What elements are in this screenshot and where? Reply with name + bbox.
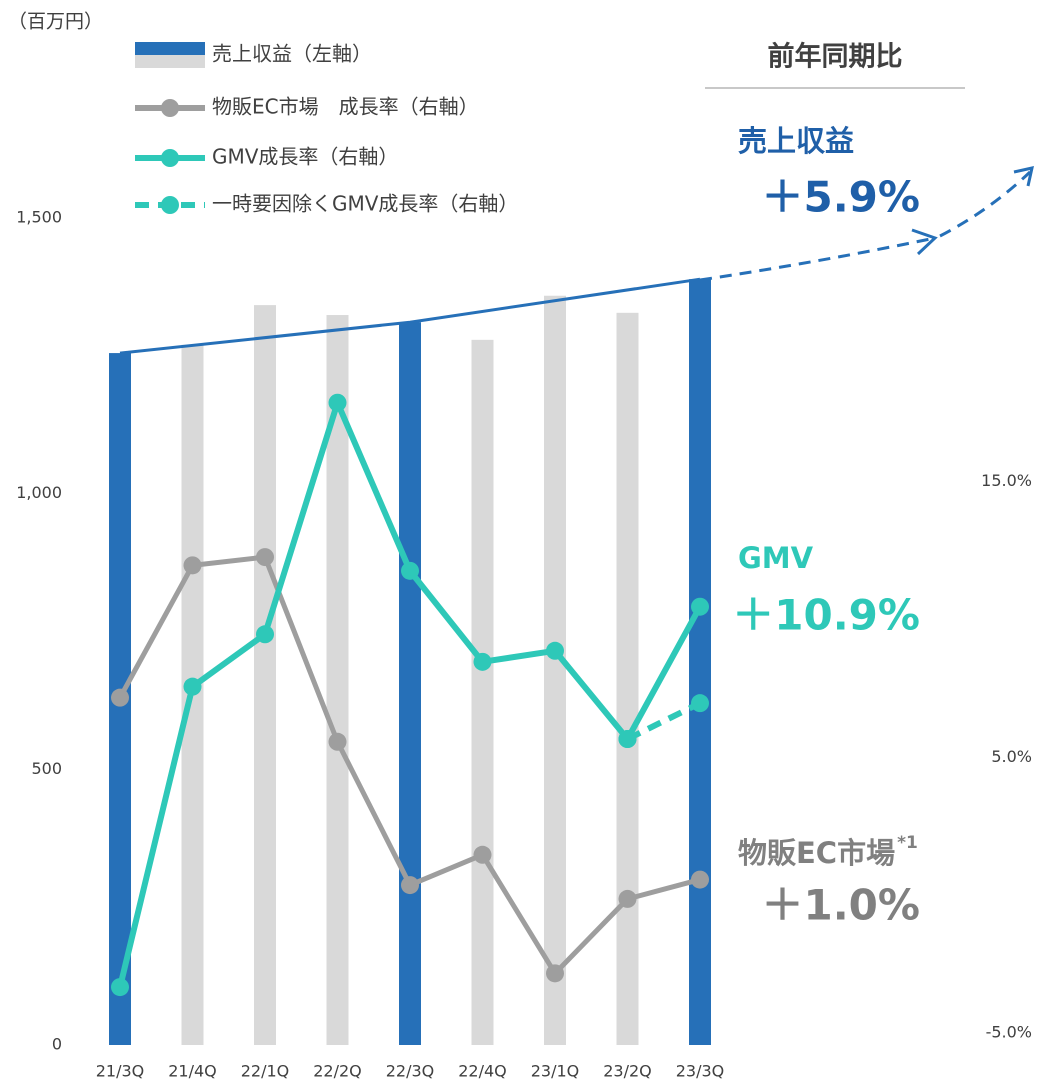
- arrow-head: [911, 228, 938, 256]
- panel-label: 物販EC市場: [738, 836, 895, 870]
- point: [183, 556, 202, 575]
- x-tick-label: 22/3Q: [386, 1062, 435, 1081]
- x-tick-label: 21/3Q: [96, 1062, 145, 1081]
- x-tick-label: 22/2Q: [313, 1062, 362, 1081]
- y2-tick-label: 15.0%: [981, 471, 1032, 490]
- y-tick-label: 1,000: [16, 483, 62, 502]
- x-tick-label: 23/1Q: [531, 1062, 580, 1081]
- trend-arrow: [699, 236, 936, 282]
- point: [111, 688, 129, 707]
- point: [401, 561, 419, 580]
- y-tick-label: 500: [31, 759, 62, 778]
- point: [111, 978, 129, 997]
- panel-label: GMV: [738, 541, 814, 575]
- point: [546, 964, 564, 983]
- line: [626, 700, 702, 742]
- legend-swatch: [161, 196, 179, 214]
- arrow-head: [1013, 166, 1034, 187]
- point: [183, 677, 202, 696]
- panel-value: ＋1.0%: [762, 881, 921, 930]
- legend-label: GMV成長率（右軸）: [212, 145, 398, 169]
- point: [256, 548, 274, 567]
- panel-value: ＋5.9%: [762, 173, 921, 222]
- point: [691, 694, 709, 713]
- legend-swatch: [135, 55, 205, 68]
- point: [691, 870, 709, 889]
- point: [256, 625, 274, 644]
- bar: [399, 322, 421, 1045]
- legend-label: 売上収益（左軸）: [212, 42, 372, 66]
- bar: [471, 339, 494, 1045]
- point: [328, 393, 347, 412]
- panel-title: 前年同期比: [768, 41, 903, 73]
- point: [618, 889, 637, 908]
- trend-arrow: [939, 170, 1032, 238]
- point: [691, 597, 709, 616]
- trend-line: [119, 277, 701, 355]
- x-tick-label: 21/4Q: [168, 1062, 217, 1081]
- panel-value: ＋10.9%: [732, 591, 920, 640]
- bar: [616, 312, 639, 1045]
- legend-label: 一時要因除くGMV成長率（右軸）: [212, 192, 518, 216]
- legend-swatch: [161, 149, 179, 167]
- x-tick-label: 22/1Q: [241, 1062, 290, 1081]
- y2-tick-label: 5.0%: [991, 747, 1032, 766]
- y-axis-label: （百万円）: [8, 11, 103, 33]
- panel-note: *1: [897, 833, 918, 853]
- legend-swatch: [161, 99, 179, 117]
- bar: [254, 305, 276, 1045]
- point: [328, 732, 347, 751]
- x-tick-label: 23/3Q: [676, 1062, 725, 1081]
- x-tick-label: 23/2Q: [603, 1062, 652, 1081]
- point: [473, 652, 492, 671]
- y-tick-label: 1,500: [16, 208, 62, 227]
- x-tick-label: 22/4Q: [458, 1062, 507, 1081]
- point: [473, 845, 492, 864]
- point: [618, 730, 637, 749]
- legend-label: 物販EC市場 成長率（右軸）: [212, 95, 479, 119]
- bar: [326, 315, 349, 1045]
- legend-swatch: [135, 42, 205, 55]
- bar: [544, 295, 566, 1045]
- y-tick-label: 0: [52, 1035, 62, 1054]
- y2-tick-label: -5.0%: [986, 1023, 1032, 1042]
- panel-label: 売上収益: [738, 124, 854, 158]
- point: [546, 641, 564, 660]
- bar: [689, 279, 711, 1045]
- point: [401, 876, 419, 895]
